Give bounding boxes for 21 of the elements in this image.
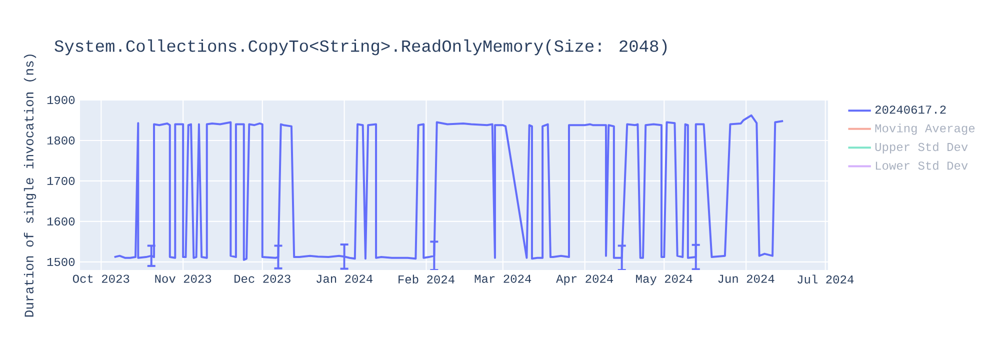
legend-label: Upper Std Dev: [875, 142, 968, 154]
x-tick-label: Jun 2024: [718, 274, 774, 283]
x-tick-label: Jan 2024: [316, 274, 372, 283]
legend-label: 20240617.2: [875, 106, 946, 114]
y-tick-label: 1500: [47, 258, 75, 266]
y-tick-label: 1900: [47, 96, 75, 104]
x-tick-label: Dec 2023: [234, 274, 290, 283]
x-tick-label: Nov 2023: [155, 274, 212, 283]
x-tick-label: May 2024: [636, 274, 692, 286]
y-tick-label: 1700: [47, 176, 75, 186]
x-tick-label: Oct 2023: [72, 274, 130, 283]
legend-label: Moving Average: [875, 124, 975, 135]
x-tick-label: Feb 2024: [398, 274, 454, 284]
legend-label: Lower Std Dev: [876, 160, 968, 170]
chart-title: System.Collections.CopyTo<String>.ReadOnlyMemory(Size: 2048): [54, 39, 667, 56]
y-axis-title: Duration of single invocation (ns): [24, 54, 36, 317]
x-tick-label: Apr 2024: [556, 274, 614, 286]
y-tick-label: 1600: [47, 217, 75, 226]
x-tick-label: Mar 2024: [474, 274, 532, 283]
y-tick-label: 1800: [47, 136, 75, 145]
x-tick-label: Jul 2024: [798, 274, 854, 284]
